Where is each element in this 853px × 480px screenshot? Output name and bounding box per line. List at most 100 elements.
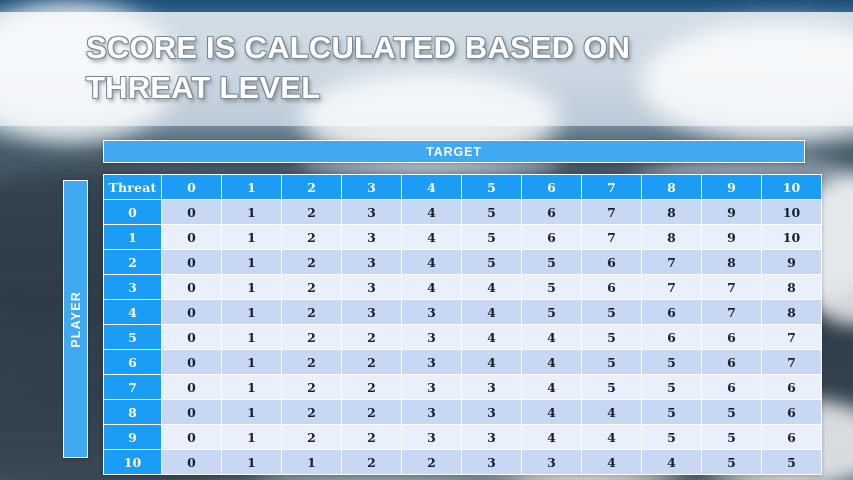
matrix-row-header: 8	[103, 399, 162, 425]
matrix-cell: 8	[701, 249, 762, 275]
matrix-cell: 2	[341, 449, 402, 475]
matrix-cell: 7	[761, 349, 822, 375]
matrix-cell: 5	[581, 349, 642, 375]
matrix-column-header: 0	[161, 174, 222, 200]
matrix-cell: 2	[281, 424, 342, 450]
matrix-cell: 7	[641, 249, 702, 275]
matrix-cell: 2	[341, 374, 402, 400]
matrix-cell: 5	[521, 299, 582, 325]
matrix-cell: 2	[341, 399, 402, 425]
matrix-cell: 5	[461, 224, 522, 250]
matrix-cell: 3	[461, 374, 522, 400]
matrix-cell: 0	[161, 424, 222, 450]
matrix-cell: 8	[761, 299, 822, 325]
matrix-cell: 4	[461, 274, 522, 300]
matrix-cell: 1	[221, 374, 282, 400]
matrix-cell: 3	[401, 324, 462, 350]
matrix-cell: 3	[401, 374, 462, 400]
matrix-cell: 4	[521, 399, 582, 425]
matrix-row-header: 5	[103, 324, 162, 350]
table-row: 0 0 1 2 3 4 5 6 7 8 9 10	[103, 199, 822, 225]
matrix-cell: 1	[221, 399, 282, 425]
matrix-cell: 6	[521, 199, 582, 225]
matrix-row-header: 7	[103, 374, 162, 400]
matrix-cell: 6	[641, 324, 702, 350]
matrix-cell: 4	[401, 224, 462, 250]
matrix-cell: 5	[521, 274, 582, 300]
matrix-cell: 4	[401, 274, 462, 300]
matrix-cell: 7	[701, 274, 762, 300]
matrix-cell: 1	[281, 449, 342, 475]
matrix-body: 0 0 1 2 3 4 5 6 7 8 9 10 1 0 1 2 3 4 5 6 7 8 9 10 2 0 1 2 3 4 5 5 6 7 8 9 3 0…	[103, 199, 822, 475]
matrix-column-header: 4	[401, 174, 462, 200]
matrix-cell: 6	[641, 299, 702, 325]
matrix-cell: 3	[461, 399, 522, 425]
matrix-cell: 0	[161, 274, 222, 300]
matrix-cell: 5	[641, 424, 702, 450]
matrix-column-header: 6	[521, 174, 582, 200]
matrix-cell: 6	[761, 399, 822, 425]
matrix-cell: 2	[281, 299, 342, 325]
matrix-cell: 2	[281, 399, 342, 425]
matrix-cell: 6	[761, 374, 822, 400]
matrix-cell: 0	[161, 199, 222, 225]
matrix-cell: 2	[341, 424, 402, 450]
matrix-cell: 1	[221, 449, 282, 475]
matrix-cell: 6	[701, 349, 762, 375]
target-axis-banner: TARGET	[103, 140, 805, 163]
matrix-cell: 9	[701, 199, 762, 225]
matrix-column-header: 3	[341, 174, 402, 200]
matrix-cell: 9	[761, 249, 822, 275]
matrix-cell: 4	[461, 324, 522, 350]
matrix-row-header: 4	[103, 299, 162, 325]
matrix-cell: 5	[581, 374, 642, 400]
table-row: 10 0 1 1 2 2 3 3 4 4 5 5	[103, 449, 822, 475]
matrix-header: Threat 0 1 2 3 4 5 6 7 8 9 10	[103, 174, 822, 200]
matrix-cell: 8	[761, 274, 822, 300]
matrix-cell: 7	[581, 199, 642, 225]
matrix-cell: 1	[221, 349, 282, 375]
matrix-row-header: 3	[103, 274, 162, 300]
matrix-cell: 4	[521, 374, 582, 400]
matrix-cell: 2	[341, 349, 402, 375]
matrix-cell: 6	[701, 324, 762, 350]
matrix-cell: 4	[581, 424, 642, 450]
matrix-cell: 1	[221, 249, 282, 275]
matrix-cell: 6	[761, 424, 822, 450]
matrix-row-header: 1	[103, 224, 162, 250]
target-axis-label: TARGET	[426, 144, 482, 159]
matrix-row-header: 9	[103, 424, 162, 450]
matrix-row-header: 2	[103, 249, 162, 275]
matrix-cell: 4	[401, 199, 462, 225]
matrix-cell: 7	[641, 274, 702, 300]
matrix-column-header: 2	[281, 174, 342, 200]
matrix-cell: 3	[461, 424, 522, 450]
matrix-column-header: 5	[461, 174, 522, 200]
player-axis-label: PLAYER	[68, 290, 83, 348]
matrix-cell: 3	[341, 299, 402, 325]
matrix-cell: 2	[341, 324, 402, 350]
matrix-cell: 6	[581, 274, 642, 300]
matrix-header-row: Threat 0 1 2 3 4 5 6 7 8 9 10	[103, 174, 822, 200]
matrix-cell: 5	[701, 424, 762, 450]
matrix-cell: 3	[341, 274, 402, 300]
matrix-cell: 0	[161, 374, 222, 400]
matrix-cell: 4	[521, 349, 582, 375]
matrix-cell: 5	[701, 399, 762, 425]
matrix-cell: 4	[521, 424, 582, 450]
matrix-cell: 7	[581, 224, 642, 250]
matrix-cell: 7	[761, 324, 822, 350]
matrix-cell: 5	[461, 249, 522, 275]
matrix-cell: 1	[221, 199, 282, 225]
matrix-cell: 5	[581, 299, 642, 325]
table-row: 1 0 1 2 3 4 5 6 7 8 9 10	[103, 224, 822, 250]
matrix-cell: 0	[161, 349, 222, 375]
page-title: SCORE IS CALCULATED BASED ON THREAT LEVE…	[86, 30, 631, 106]
matrix-cell: 5	[701, 449, 762, 475]
